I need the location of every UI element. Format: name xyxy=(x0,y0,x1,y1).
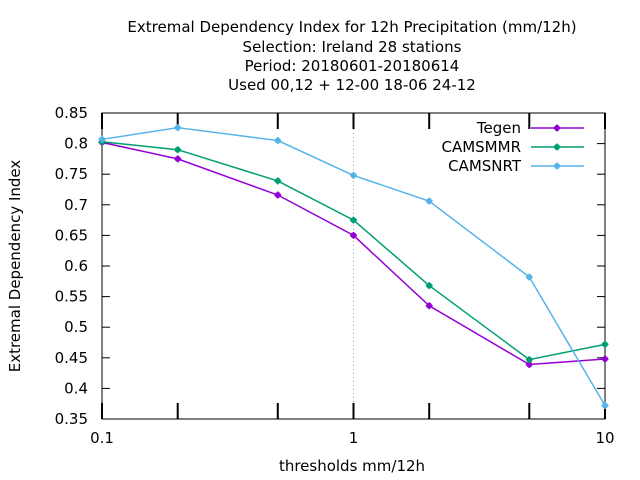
legend-label: CAMSNRT xyxy=(448,157,522,175)
legend-item-tegen: Tegen xyxy=(476,119,584,137)
y-tick-label: 0.75 xyxy=(55,165,88,183)
data-point xyxy=(350,171,357,179)
y-tick-label: 0.45 xyxy=(55,349,88,367)
series-tegen xyxy=(98,138,609,369)
data-point xyxy=(274,137,282,145)
series-camsnrt xyxy=(98,124,609,410)
legend-marker xyxy=(553,124,561,132)
legend-label: Tegen xyxy=(476,119,521,137)
y-tick-label: 0.5 xyxy=(64,318,88,336)
data-point xyxy=(425,282,433,290)
y-tick-label: 0.4 xyxy=(64,379,88,397)
y-axis-label: Extremal Dependency Index xyxy=(6,160,24,373)
data-point xyxy=(601,340,609,348)
title-line-3: Period: 20180601-20180614 xyxy=(245,57,460,75)
series-layer xyxy=(98,124,609,410)
x-tick-label: 1 xyxy=(349,429,359,447)
x-tick-label: 0.1 xyxy=(90,429,114,447)
y-tick-label: 0.7 xyxy=(64,196,88,214)
data-point xyxy=(174,155,182,163)
title-line-2: Selection: Ireland 28 stations xyxy=(243,38,462,56)
legend-marker xyxy=(553,143,561,151)
title-line-4: Used 00,12 + 12-00 18-06 24-12 xyxy=(228,76,476,94)
data-point xyxy=(425,302,433,310)
data-point xyxy=(350,216,357,224)
data-point xyxy=(350,231,357,239)
y-tick-label: 0.35 xyxy=(55,410,88,428)
x-axis-label: thresholds mm/12h xyxy=(279,457,425,475)
y-tick-label: 0.65 xyxy=(55,226,88,244)
data-point xyxy=(525,273,533,281)
legend-marker xyxy=(553,162,561,170)
data-point xyxy=(98,135,106,143)
legend-label: CAMSMMR xyxy=(441,138,521,156)
legend-item-camsmmr: CAMSMMR xyxy=(441,138,584,156)
x-tick-label: 10 xyxy=(595,429,614,447)
data-point xyxy=(601,355,609,363)
tick-labels: 0.35 0.4 0.45 0.5 0.55 0.6 0.65 0.7 0.75 0.8 0.85 0… xyxy=(55,104,615,447)
y-tick-label: 0.85 xyxy=(55,104,88,122)
data-point xyxy=(525,356,533,364)
data-point xyxy=(174,124,182,132)
data-point xyxy=(174,146,182,154)
title-line-1: Extremal Dependency Index for 12h Precip… xyxy=(127,18,576,36)
data-point xyxy=(274,191,282,199)
y-tick-label: 0.6 xyxy=(64,257,88,275)
y-tick-label: 0.55 xyxy=(55,288,88,306)
axis-ticks xyxy=(101,112,606,420)
data-point xyxy=(274,177,282,185)
data-point xyxy=(425,197,433,205)
chart-title: Extremal Dependency Index for 12h Precip… xyxy=(127,18,576,94)
legend-item-camsnrt: CAMSNRT xyxy=(448,157,584,175)
y-tick-label: 0.8 xyxy=(64,135,88,153)
data-point xyxy=(601,402,609,410)
